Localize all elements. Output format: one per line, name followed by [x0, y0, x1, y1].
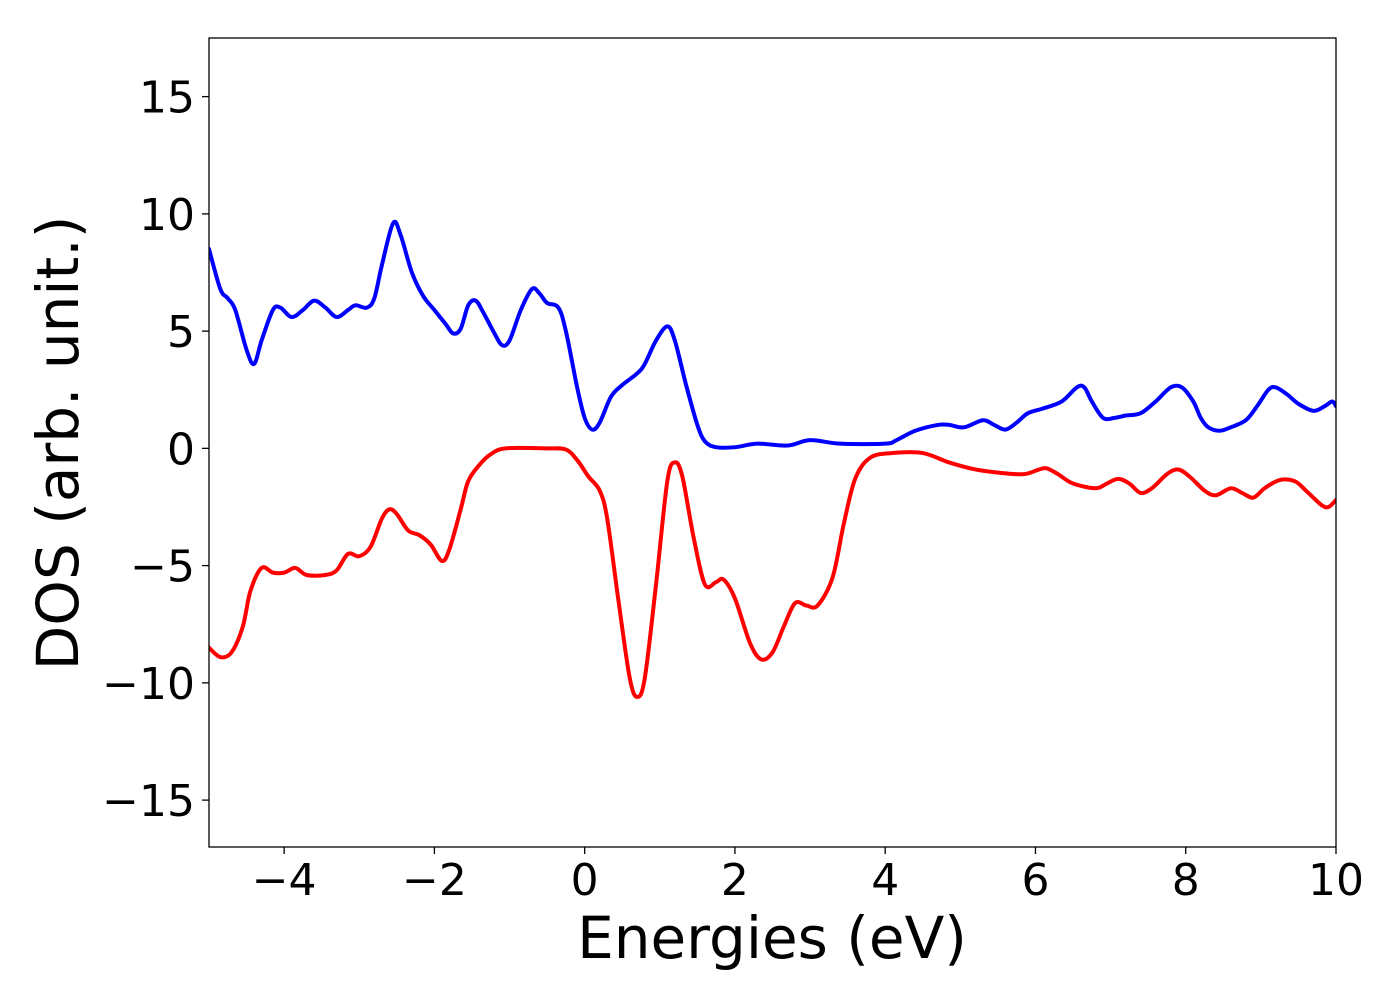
series-line-2	[209, 445, 1336, 699]
x-tick-label: 0	[571, 855, 599, 906]
x-tick-label: 4	[871, 855, 899, 906]
x-tick-label: 6	[1021, 855, 1049, 906]
y-tick-label: 5	[167, 307, 195, 358]
x-tick-label: 8	[1172, 855, 1200, 906]
series-layer	[209, 219, 1336, 699]
y-tick-label: 15	[139, 73, 195, 124]
x-tick-label: −4	[252, 855, 317, 906]
series-line-1	[209, 219, 1336, 450]
y-tick-label: −15	[102, 776, 195, 827]
x-tick-label: 10	[1308, 855, 1364, 906]
x-axis-label: Energies (eV)	[577, 904, 967, 972]
y-tick-label: 0	[167, 424, 195, 475]
y-axis-label: DOS (arb. unit.)	[24, 216, 92, 671]
x-tick-label: −2	[402, 855, 467, 906]
plot-frame	[208, 37, 1337, 848]
y-tick-label: −10	[102, 659, 195, 710]
axes-layer: −4 −2 0 2 4 6 8 10 15 10 5 0 −5 −10 −15	[102, 37, 1364, 906]
y-tick-label: −5	[130, 542, 195, 593]
y-tick-label: 10	[139, 190, 195, 241]
x-tick-label: 2	[721, 855, 749, 906]
